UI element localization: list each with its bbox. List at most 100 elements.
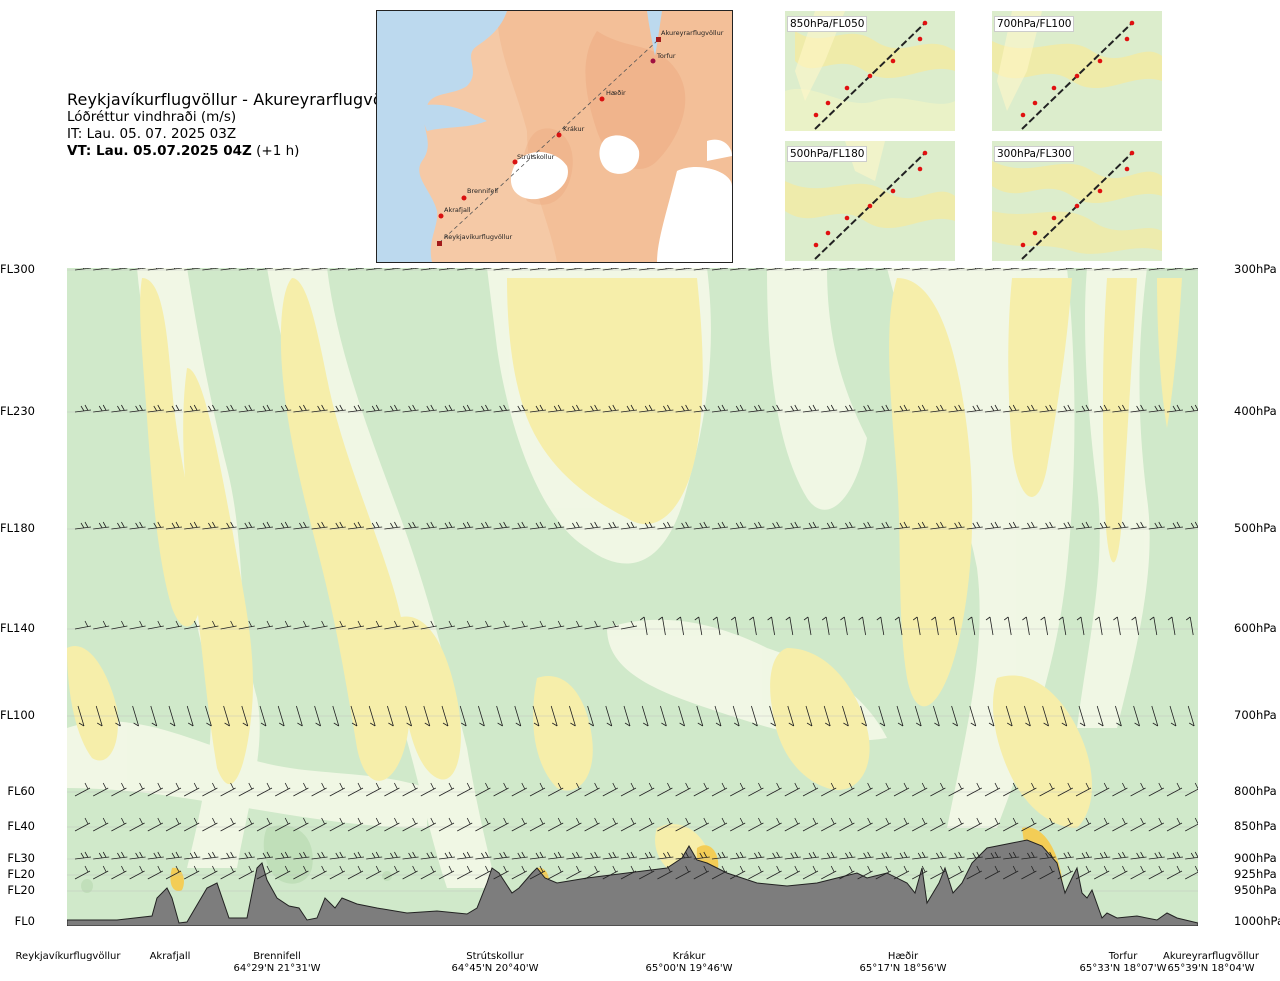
wind-barb: [384, 521, 401, 530]
level-hpa-label: 700hPa: [1234, 708, 1277, 722]
wind-barb: [74, 782, 91, 797]
wind-barb: [639, 404, 656, 413]
wind-barb: [803, 616, 812, 636]
wind-barb: [657, 268, 674, 271]
level-fl-label: FL300: [0, 262, 35, 276]
wind-barb: [529, 865, 546, 880]
wind-barb: [1166, 817, 1183, 832]
wind-barb: [93, 851, 110, 860]
wind-barb: [1130, 521, 1147, 530]
wind-barb: [875, 851, 892, 860]
waypoint-label: Brennifell 64°29'N 21°31'W: [234, 951, 321, 975]
wind-barb: [550, 705, 558, 727]
wind-barb: [1115, 705, 1122, 727]
wind-barb: [402, 404, 419, 413]
wind-barb: [1112, 817, 1128, 832]
wind-barb: [1112, 851, 1129, 860]
wind-barb: [184, 851, 201, 860]
wind-barb: [238, 521, 255, 530]
waypoint-label: Reykjavíkurflugvöllur: [16, 951, 121, 963]
wind-barb: [987, 705, 995, 727]
wind-barb: [840, 616, 848, 636]
wind-barb: [584, 851, 601, 860]
wind-barb: [402, 782, 418, 797]
wind-barb: [548, 782, 564, 797]
wind-barb: [748, 865, 764, 880]
wind-barb: [256, 620, 274, 630]
wind-barb: [1130, 404, 1147, 413]
level-fl-label: FL30: [7, 851, 35, 865]
wind-barb: [766, 404, 783, 413]
wind-barb: [511, 851, 528, 860]
map-point-brennifell: [461, 195, 467, 201]
wind-barb: [220, 620, 237, 630]
wind-barb: [366, 865, 382, 880]
wind-barb: [641, 705, 649, 727]
wind-barb: [1148, 268, 1165, 271]
wind-barb: [202, 851, 219, 860]
wind-barb: [1166, 851, 1184, 860]
wind-barb: [1112, 404, 1129, 413]
wind-barb: [839, 404, 856, 413]
wind-barb: [387, 705, 394, 727]
wind-barb: [93, 865, 109, 880]
wind-barb: [893, 782, 910, 797]
wind-barb: [566, 521, 583, 530]
wind-barb: [347, 268, 365, 271]
wind-barb: [238, 404, 255, 413]
wind-barb: [111, 620, 128, 630]
wind-barb: [894, 616, 903, 636]
wind-barb: [111, 782, 127, 797]
wind-barb: [1075, 404, 1093, 413]
wind-barb: [1076, 616, 1085, 636]
wind-barb: [293, 782, 309, 797]
wind-barb: [930, 521, 947, 530]
mini-map-700: 700hPa/FL100: [992, 11, 1162, 131]
wind-barb: [93, 404, 110, 413]
map-point-haedir: [599, 96, 605, 102]
wind-barb: [784, 521, 801, 530]
wind-barb: [165, 268, 183, 271]
wind-barb: [1075, 268, 1093, 271]
wind-barb: [147, 851, 164, 860]
wind-barb: [293, 620, 310, 630]
wind-barb: [839, 268, 856, 271]
wind-barb: [875, 865, 891, 880]
map-label-akureyri: Akureyrarflugvöllur: [661, 29, 724, 37]
wind-barb: [711, 268, 729, 271]
wind-barb: [202, 404, 219, 413]
waypoint-name: Torfur: [1108, 951, 1138, 962]
wind-barb: [878, 705, 886, 727]
wind-barb: [165, 817, 182, 832]
level-fl-label: FL20: [7, 883, 35, 897]
wind-barb: [769, 705, 776, 727]
wind-barb: [220, 404, 237, 413]
waypoint-coord: 64°45'N 20°40'W: [451, 963, 539, 974]
wind-barb: [129, 817, 145, 832]
wind-barb: [184, 620, 201, 630]
wind-barb: [1057, 851, 1074, 860]
wind-barb: [930, 404, 947, 413]
wind-barb: [256, 865, 273, 880]
wind-barb: [493, 851, 510, 860]
wind-barb: [1094, 782, 1110, 797]
wind-barb: [1039, 817, 1055, 832]
wind-barb: [602, 851, 619, 860]
wind-barb: [293, 817, 309, 832]
wind-barb: [529, 782, 546, 797]
wind-barb: [730, 865, 746, 880]
wind-barb: [931, 616, 939, 636]
wind-barb: [751, 705, 758, 727]
wind-barb: [347, 865, 364, 880]
wind-barb: [438, 620, 456, 630]
wind-barb: [748, 404, 765, 413]
wind-barb: [948, 268, 965, 271]
wind-barb: [602, 817, 618, 832]
wind-barb: [948, 817, 964, 832]
wind-barb: [766, 521, 783, 530]
wind-barb: [1094, 865, 1110, 880]
wind-barb: [857, 865, 873, 880]
wind-barb: [966, 865, 982, 880]
wind-barb: [275, 782, 291, 797]
wind-barb: [566, 404, 583, 413]
